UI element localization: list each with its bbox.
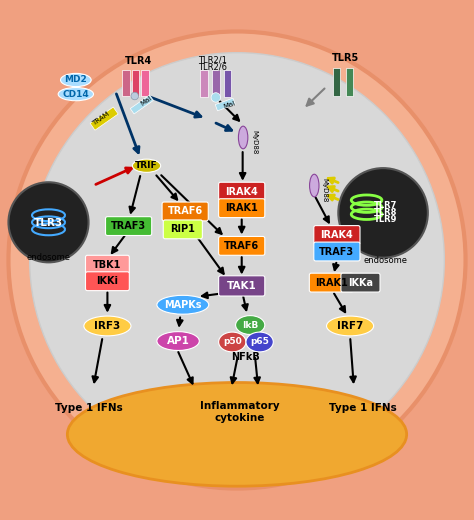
FancyBboxPatch shape bbox=[219, 199, 265, 217]
FancyBboxPatch shape bbox=[341, 273, 380, 292]
Text: TLR9: TLR9 bbox=[374, 215, 397, 225]
Ellipse shape bbox=[61, 73, 91, 87]
Text: IRAK1: IRAK1 bbox=[225, 203, 258, 213]
Text: TRAM: TRAM bbox=[91, 111, 111, 127]
Text: Inflammatory
cytokine: Inflammatory cytokine bbox=[200, 400, 279, 423]
Text: TLR5: TLR5 bbox=[332, 53, 359, 63]
Text: IRAK4: IRAK4 bbox=[320, 230, 353, 240]
Text: TLR4: TLR4 bbox=[125, 56, 153, 66]
Polygon shape bbox=[90, 107, 118, 130]
Text: IRAK1: IRAK1 bbox=[315, 278, 347, 288]
Text: TLR8: TLR8 bbox=[374, 209, 397, 217]
Polygon shape bbox=[130, 95, 154, 114]
Ellipse shape bbox=[58, 87, 93, 101]
Text: MyD88: MyD88 bbox=[322, 178, 328, 202]
Text: endosome: endosome bbox=[364, 256, 408, 265]
FancyBboxPatch shape bbox=[219, 276, 265, 296]
Text: IRF3: IRF3 bbox=[94, 321, 120, 331]
Text: MAPKs: MAPKs bbox=[164, 300, 201, 310]
Polygon shape bbox=[200, 70, 208, 97]
Text: Type 1 IFNs: Type 1 IFNs bbox=[329, 404, 397, 413]
Text: TRAF6: TRAF6 bbox=[224, 241, 259, 251]
Text: TLR3: TLR3 bbox=[34, 218, 63, 228]
Text: TRAF3: TRAF3 bbox=[111, 221, 146, 231]
Polygon shape bbox=[132, 70, 139, 96]
Text: CD14: CD14 bbox=[63, 89, 89, 99]
Text: AP1: AP1 bbox=[167, 336, 190, 346]
FancyBboxPatch shape bbox=[219, 237, 265, 255]
Ellipse shape bbox=[157, 332, 199, 350]
FancyBboxPatch shape bbox=[85, 272, 129, 291]
Polygon shape bbox=[122, 70, 130, 96]
Text: IRF7: IRF7 bbox=[337, 321, 363, 331]
Text: RIP1: RIP1 bbox=[170, 224, 195, 235]
Text: TLR2/1: TLR2/1 bbox=[198, 56, 227, 64]
Ellipse shape bbox=[310, 174, 319, 197]
Circle shape bbox=[211, 93, 220, 102]
Text: TLR7: TLR7 bbox=[374, 201, 397, 210]
Ellipse shape bbox=[84, 316, 131, 336]
Text: TLR2/6: TLR2/6 bbox=[198, 62, 227, 72]
Text: Mal: Mal bbox=[139, 95, 153, 107]
FancyBboxPatch shape bbox=[85, 255, 129, 274]
Polygon shape bbox=[212, 70, 219, 97]
Circle shape bbox=[131, 92, 138, 100]
Text: Mal: Mal bbox=[223, 100, 237, 110]
FancyBboxPatch shape bbox=[219, 182, 265, 201]
Text: TAK1: TAK1 bbox=[227, 281, 256, 291]
Ellipse shape bbox=[238, 126, 248, 149]
Text: NFkB: NFkB bbox=[231, 352, 260, 361]
Text: IkB: IkB bbox=[242, 320, 258, 330]
FancyBboxPatch shape bbox=[163, 220, 202, 239]
Text: MyD88: MyD88 bbox=[251, 130, 257, 154]
Text: TRAF3: TRAF3 bbox=[319, 246, 355, 256]
FancyBboxPatch shape bbox=[106, 217, 152, 236]
Text: IRAK4: IRAK4 bbox=[225, 187, 258, 197]
Ellipse shape bbox=[67, 383, 407, 486]
Ellipse shape bbox=[219, 332, 246, 352]
Text: MD2: MD2 bbox=[64, 75, 87, 84]
Ellipse shape bbox=[236, 316, 265, 334]
FancyBboxPatch shape bbox=[162, 202, 208, 221]
Text: TBK1: TBK1 bbox=[93, 259, 122, 270]
Ellipse shape bbox=[30, 53, 444, 467]
Ellipse shape bbox=[132, 159, 161, 172]
FancyBboxPatch shape bbox=[310, 273, 353, 292]
Circle shape bbox=[338, 168, 428, 257]
Text: TRIF: TRIF bbox=[135, 161, 158, 170]
Circle shape bbox=[9, 182, 89, 263]
Text: endosome: endosome bbox=[27, 253, 71, 262]
Ellipse shape bbox=[9, 31, 465, 489]
Text: IKKi: IKKi bbox=[96, 276, 118, 286]
Text: p50: p50 bbox=[223, 337, 242, 346]
Polygon shape bbox=[215, 98, 235, 111]
Text: IKKa: IKKa bbox=[348, 278, 373, 288]
Ellipse shape bbox=[157, 295, 209, 314]
Ellipse shape bbox=[246, 332, 273, 352]
Polygon shape bbox=[224, 70, 231, 97]
Text: TRAF6: TRAF6 bbox=[168, 206, 203, 216]
FancyBboxPatch shape bbox=[314, 226, 360, 244]
Polygon shape bbox=[141, 70, 149, 96]
Polygon shape bbox=[333, 68, 340, 96]
FancyBboxPatch shape bbox=[314, 242, 360, 261]
Text: Type 1 IFNs: Type 1 IFNs bbox=[55, 404, 122, 413]
Text: p65: p65 bbox=[250, 337, 269, 346]
Ellipse shape bbox=[327, 316, 374, 336]
Polygon shape bbox=[346, 68, 353, 96]
